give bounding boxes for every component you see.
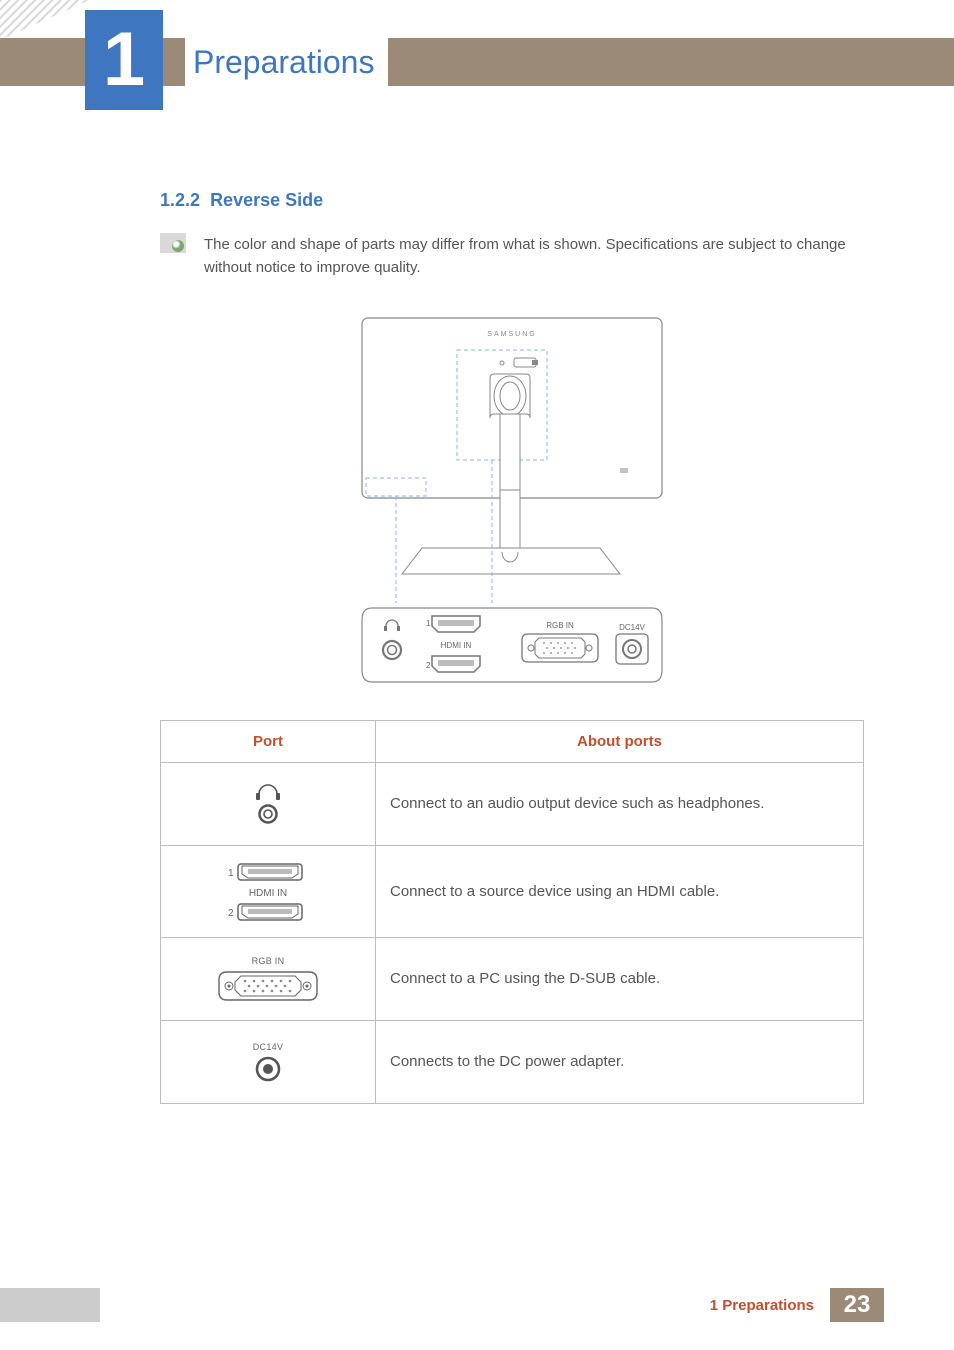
- svg-text:2: 2: [228, 908, 234, 919]
- th-port: Port: [161, 720, 376, 762]
- page-number: 23: [830, 1288, 884, 1322]
- footer-breadcrumb: 1 Preparations: [100, 1288, 830, 1322]
- note-icon: [160, 233, 186, 253]
- chapter-number: 1: [85, 10, 163, 110]
- port-cell-headphone: [161, 762, 376, 845]
- port-cell-rgb: RGB IN: [161, 937, 376, 1020]
- svg-text:2: 2: [426, 661, 431, 670]
- table-row: 1 HDMI IN 2 Connect to a source device u…: [161, 845, 864, 937]
- desc-cell: Connect to an audio output device such a…: [376, 762, 864, 845]
- desc-cell: Connects to the DC power adapter.: [376, 1020, 864, 1103]
- desc-cell: Connect to a source device using an HDMI…: [376, 845, 864, 937]
- ports-table: Port About ports Co: [160, 720, 864, 1104]
- table-header-row: Port About ports: [161, 720, 864, 762]
- svg-text:1: 1: [426, 619, 431, 628]
- footer-gap: [884, 1288, 954, 1322]
- hdmi-port-icon: 1 HDMI IN 2: [208, 860, 328, 922]
- port-cell-dc: DC14V: [161, 1020, 376, 1103]
- brand-label: SAMSUNG: [487, 331, 536, 338]
- dc-port-icon: [253, 1056, 283, 1082]
- section-title: Reverse Side: [210, 190, 323, 210]
- port-label: RGB IN: [252, 956, 285, 966]
- table-row: Connect to an audio output device such a…: [161, 762, 864, 845]
- page-hatch-decoration: [0, 0, 90, 40]
- svg-text:HDMI IN: HDMI IN: [249, 888, 287, 899]
- section-heading: 1.2.2 Reverse Side: [160, 190, 864, 211]
- figure-hdmi-label: HDMI IN: [441, 641, 472, 650]
- note-text: The color and shape of parts may differ …: [204, 233, 864, 280]
- th-about: About ports: [376, 720, 864, 762]
- svg-text:1: 1: [228, 868, 234, 879]
- footer-gray-block: [0, 1288, 100, 1322]
- chapter-title: Preparations: [185, 38, 388, 86]
- page-footer: 1 Preparations 23: [0, 1288, 954, 1322]
- figure-rgb-label: RGB IN: [546, 621, 574, 630]
- port-label: DC14V: [253, 1042, 284, 1052]
- port-cell-hdmi: 1 HDMI IN 2: [161, 845, 376, 937]
- monitor-rear-illustration: SAMSUNG: [342, 308, 682, 688]
- dsub-port-icon: [213, 970, 323, 1002]
- desc-cell: Connect to a PC using the D-SUB cable.: [376, 937, 864, 1020]
- figure-dc-label: DC14V: [619, 623, 645, 632]
- section-number: 1.2.2: [160, 190, 200, 210]
- reverse-side-figure: SAMSUNG: [160, 308, 864, 688]
- headphone-port-icon: [251, 784, 285, 824]
- note-block: The color and shape of parts may differ …: [160, 233, 864, 280]
- table-row: RGB IN: [161, 937, 864, 1020]
- table-row: DC14V Connects to the DC power adapter.: [161, 1020, 864, 1103]
- content-area: 1.2.2 Reverse Side The color and shape o…: [160, 190, 864, 1104]
